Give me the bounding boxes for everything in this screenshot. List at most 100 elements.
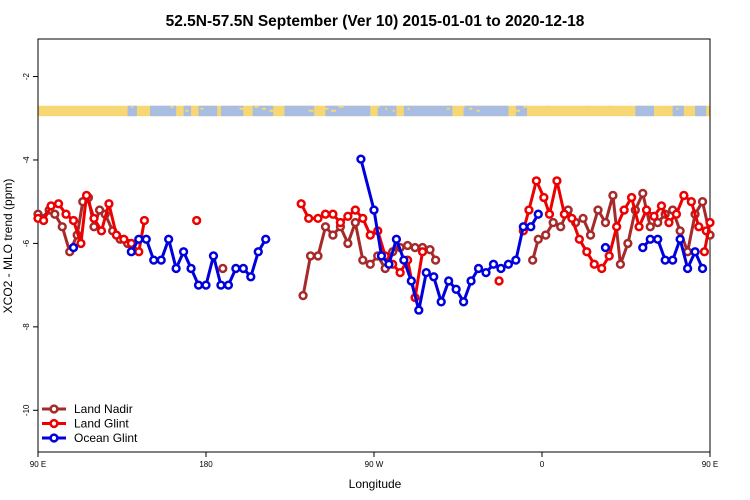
x-tick-label: 90 E	[702, 460, 718, 469]
data-point	[246, 272, 256, 282]
data-point	[600, 242, 611, 253]
data-point	[544, 209, 555, 219]
data-point	[365, 230, 375, 240]
mask-island	[530, 107, 535, 110]
data-point	[694, 222, 704, 232]
y-tick-label: -2	[22, 72, 31, 80]
data-point	[134, 247, 144, 257]
data-point	[328, 230, 338, 240]
legend-entry-label: Land Glint	[74, 417, 129, 431]
data-point	[541, 230, 551, 240]
data-point	[50, 209, 60, 219]
data-point	[608, 190, 618, 201]
data-point	[343, 211, 353, 221]
data-point	[488, 259, 499, 269]
mask-island	[515, 109, 520, 112]
data-point	[653, 217, 663, 228]
data-point	[350, 217, 360, 228]
data-point	[53, 199, 64, 209]
data-point	[384, 259, 394, 269]
data-point	[533, 234, 543, 244]
data-point	[134, 234, 144, 244]
x-axis-label: Longitude	[349, 477, 402, 491]
data-point	[126, 247, 136, 257]
data-point	[600, 217, 611, 228]
data-point	[192, 215, 202, 226]
data-point	[690, 247, 700, 257]
data-point	[139, 215, 150, 226]
legend-entry-label: Land Nadir	[74, 402, 133, 416]
mask-ocean-region	[127, 105, 137, 117]
data-point	[417, 247, 428, 257]
data-point	[68, 215, 79, 226]
data-point	[494, 276, 504, 286]
data-point	[582, 247, 592, 257]
data-point	[481, 267, 491, 278]
data-point	[238, 263, 248, 274]
data-point	[369, 205, 379, 215]
data-point	[511, 255, 521, 265]
data-point	[524, 205, 534, 215]
legend-swatch-marker	[49, 418, 59, 429]
data-point	[421, 267, 431, 278]
data-point	[548, 217, 558, 228]
data-point	[186, 263, 196, 274]
series-line	[702, 222, 712, 253]
y-axis-label: XCO2 - MLO trend (ppm)	[1, 179, 15, 314]
land-mask-band	[38, 105, 710, 117]
mask-island	[385, 107, 388, 110]
data-point	[61, 209, 71, 219]
mask-ocean-region	[220, 105, 244, 117]
data-point	[296, 199, 306, 209]
mask-ocean-region	[695, 105, 707, 117]
mask-island	[131, 105, 134, 108]
data-point	[675, 226, 685, 236]
mask-island	[614, 107, 620, 110]
data-point	[660, 255, 670, 265]
data-point	[597, 263, 607, 274]
data-point	[638, 242, 648, 253]
mask-island	[607, 105, 613, 108]
mask-ocean-region	[515, 105, 528, 117]
x-tick-label: 0	[540, 460, 545, 469]
mask-ocean-region	[198, 105, 218, 117]
data-point	[686, 197, 696, 207]
data-point	[503, 259, 514, 269]
mask-island	[247, 109, 252, 112]
y-tick-label: -8	[22, 323, 31, 331]
mask-island	[523, 105, 528, 108]
data-point	[358, 255, 368, 265]
data-point	[111, 230, 122, 240]
data-point	[645, 222, 655, 232]
data-point	[320, 222, 331, 232]
data-point	[216, 280, 226, 290]
data-point	[675, 234, 685, 244]
data-point	[585, 230, 596, 240]
data-point	[358, 213, 368, 224]
data-point	[57, 222, 67, 232]
data-point	[89, 213, 99, 224]
series-ocean-glint	[68, 154, 708, 315]
data-point	[518, 222, 528, 232]
data-point	[218, 263, 228, 274]
data-point	[458, 297, 469, 307]
data-point	[38, 215, 49, 226]
data-point	[697, 197, 708, 207]
data-point	[574, 234, 584, 244]
data-point	[649, 211, 659, 221]
mask-island	[476, 109, 480, 112]
mask-ocean-region	[635, 105, 654, 117]
mask-island	[192, 105, 196, 108]
mask-ocean-region	[672, 105, 684, 117]
data-point	[406, 276, 416, 286]
data-point	[343, 238, 353, 249]
data-point	[531, 176, 542, 186]
data-point	[664, 217, 674, 228]
mask-island	[661, 109, 664, 112]
data-point	[171, 263, 181, 274]
data-point	[444, 276, 454, 286]
data-point	[653, 234, 663, 244]
data-point	[638, 188, 648, 199]
mask-island	[400, 105, 403, 108]
data-point	[626, 192, 637, 203]
